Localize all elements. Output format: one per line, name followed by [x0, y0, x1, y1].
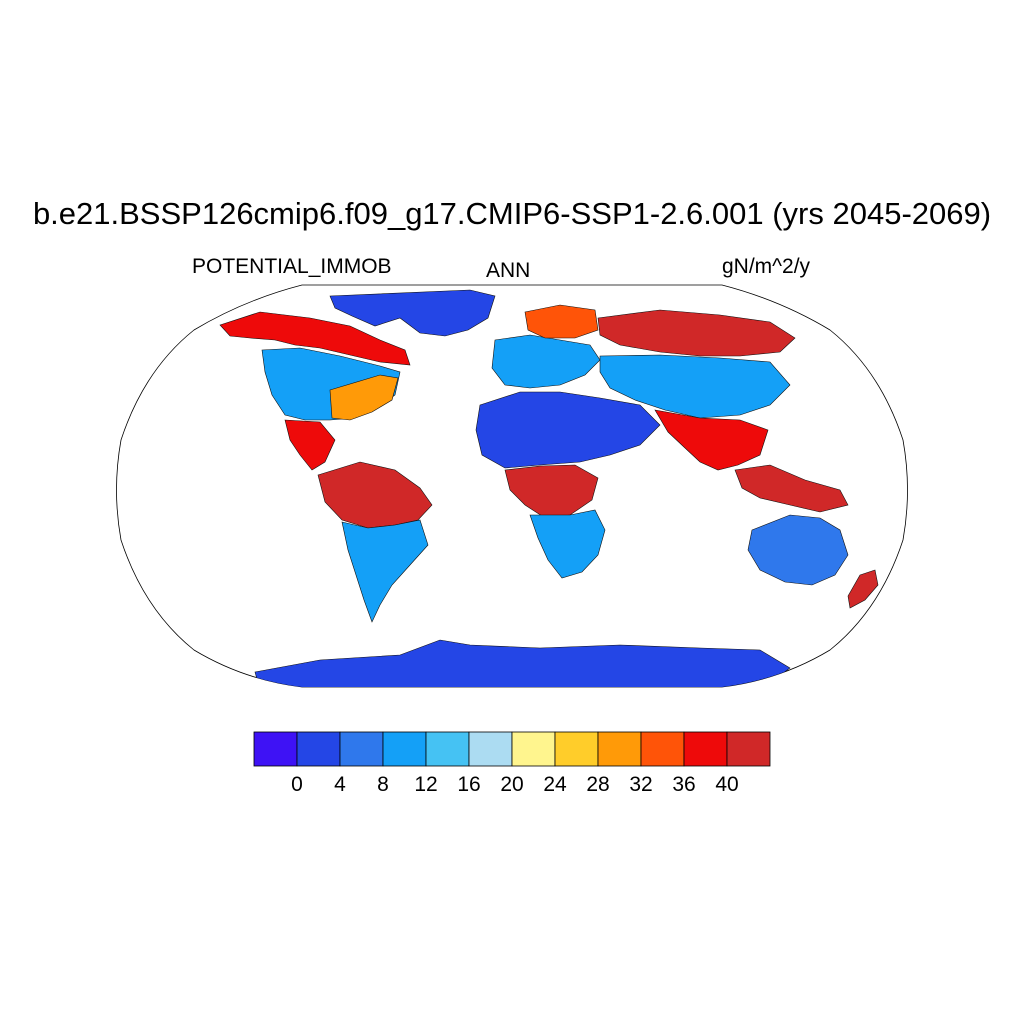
colorbar-box — [511, 731, 556, 767]
colorbar-tick-label: 16 — [457, 773, 481, 796]
region-southern-africa — [529, 509, 606, 579]
region-us-southeast — [329, 374, 399, 421]
colorbar-box — [382, 731, 427, 767]
colorbar-tick-label: 36 — [672, 773, 696, 796]
region-central-america — [284, 419, 336, 471]
colorbar-box — [468, 731, 513, 767]
region-canada-boreal — [219, 311, 411, 366]
region-siberia — [597, 309, 796, 357]
variable-label: POTENTIAL_IMMOB — [192, 255, 392, 278]
colorbar-box — [597, 731, 642, 767]
region-antarctica — [254, 639, 791, 687]
region-southern-south-america — [341, 519, 429, 623]
colorbar-box — [253, 731, 298, 767]
colorbar-box — [296, 731, 341, 767]
colorbar-tick-label: 8 — [377, 773, 389, 796]
colorbar-tick-label: 32 — [629, 773, 653, 796]
region-central-asia — [599, 354, 791, 419]
colorbar-tick-label: 20 — [500, 773, 524, 796]
region-central-africa — [504, 464, 599, 519]
colorbar-box — [640, 731, 685, 767]
colorbar-tick-label: 4 — [334, 773, 346, 796]
region-scandinavia — [524, 304, 599, 339]
region-greenland — [329, 289, 496, 337]
colorbar-tick-label: 28 — [586, 773, 610, 796]
colorbar-tick-label: 40 — [715, 773, 739, 796]
colorbar-tick-label: 0 — [291, 773, 303, 796]
region-sahara-arabia — [475, 391, 661, 469]
colorbar-tick-label: 24 — [543, 773, 567, 796]
plot-title: b.e21.BSSP126cmip6.f09_g17.CMIP6-SSP1-2.… — [32, 196, 992, 231]
season-label: ANN — [486, 259, 531, 282]
region-australia — [747, 514, 849, 586]
colorbar-tick-label: 12 — [414, 773, 438, 796]
colorbar-box — [683, 731, 728, 767]
colorbar-box — [339, 731, 384, 767]
colorbar-box — [554, 731, 599, 767]
region-europe — [491, 334, 601, 389]
region-maritime-continent — [734, 464, 849, 513]
region-south-asia — [654, 409, 769, 471]
units-label: gN/m^2/y — [722, 255, 811, 278]
colorbar-box — [726, 731, 771, 767]
region-new-zealand — [847, 569, 879, 609]
colorbar-box — [425, 731, 470, 767]
region-amazon — [317, 461, 433, 529]
